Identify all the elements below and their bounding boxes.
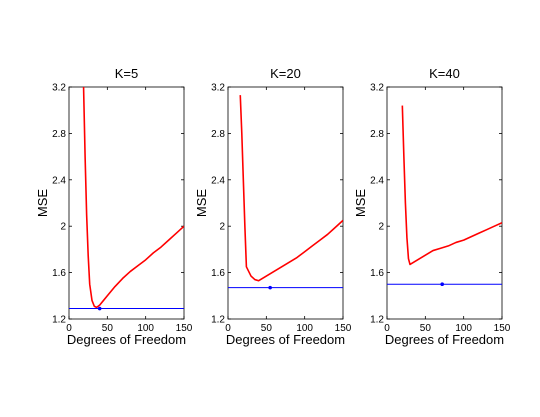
x-tick-label: 150 — [494, 323, 511, 334]
x-tick-label: 0 — [384, 323, 390, 334]
y-tick-label: 1.6 — [52, 268, 66, 279]
chart-panel-1: 1.2 1.6 2 2.4 2.8 3.2 0 50 100 150 K=5 Degrees of F… — [35, 66, 193, 347]
x-tick-label: 150 — [176, 323, 193, 334]
chart-title: K=5 — [115, 66, 139, 81]
y-tick-label: 1.2 — [211, 315, 225, 326]
min-marker — [268, 285, 272, 290]
axes-frame — [68, 86, 185, 320]
y-tick-label: 3.2 — [211, 83, 225, 94]
x-tick-label: 150 — [335, 323, 352, 334]
series-line — [82, 87, 184, 309]
y-tick-label: 2.4 — [370, 175, 384, 186]
plot-area — [69, 87, 184, 311]
chart-panel-2: 1.2 1.6 2 2.4 2.8 3.2 0 50 100 150 K=20 Degrees of … — [194, 66, 352, 347]
chart-title: K=20 — [270, 66, 301, 81]
x-tick-label: 0 — [66, 323, 72, 334]
axes-frame — [386, 86, 503, 320]
y-tick-label: 2.8 — [211, 129, 225, 140]
y-tick-label: 2.8 — [52, 129, 66, 140]
x-tick-label: 50 — [261, 323, 273, 334]
y-tick-label: 3.2 — [52, 83, 66, 94]
y-tick-label: 1.2 — [370, 315, 384, 326]
y-tick-label: 2.4 — [211, 175, 225, 186]
y-axis-label: MSE — [194, 189, 209, 218]
x-tick-label: 100 — [137, 323, 154, 334]
y-tick-label: 2.8 — [370, 129, 384, 140]
y-tick-label: 1.2 — [52, 315, 66, 326]
x-axis-label: Degrees of Freedom — [67, 332, 186, 347]
y-tick-label: 2 — [219, 222, 225, 233]
x-tick-label: 100 — [455, 323, 472, 334]
x-axis-label: Degrees of Freedom — [226, 332, 345, 347]
series-line — [239, 95, 343, 282]
y-tick-label: 1.6 — [370, 268, 384, 279]
x-tick-label: 100 — [296, 323, 313, 334]
series-line — [401, 105, 502, 266]
axes-frame — [227, 86, 344, 320]
chart-title: K=40 — [429, 66, 460, 81]
chart-panel-3: 1.2 1.6 2 2.4 2.8 3.2 0 50 100 150 K=40 Degrees of … — [353, 66, 511, 347]
plot-area — [387, 105, 502, 287]
x-axis-label: Degrees of Freedom — [385, 332, 504, 347]
x-tick-label: 50 — [102, 323, 114, 334]
y-tick-label: 2 — [60, 222, 66, 233]
y-tick-label: 2.4 — [52, 175, 66, 186]
min-marker — [440, 282, 445, 287]
y-tick-label: 1.6 — [211, 268, 225, 279]
y-axis-label: MSE — [353, 189, 368, 218]
plot-area — [228, 95, 343, 290]
min-marker — [97, 306, 102, 311]
x-tick-label: 0 — [225, 323, 231, 334]
x-tick-label: 50 — [420, 323, 432, 334]
y-axis-label: MSE — [35, 189, 50, 218]
y-tick-label: 2 — [378, 222, 384, 233]
y-tick-label: 3.2 — [370, 83, 384, 94]
